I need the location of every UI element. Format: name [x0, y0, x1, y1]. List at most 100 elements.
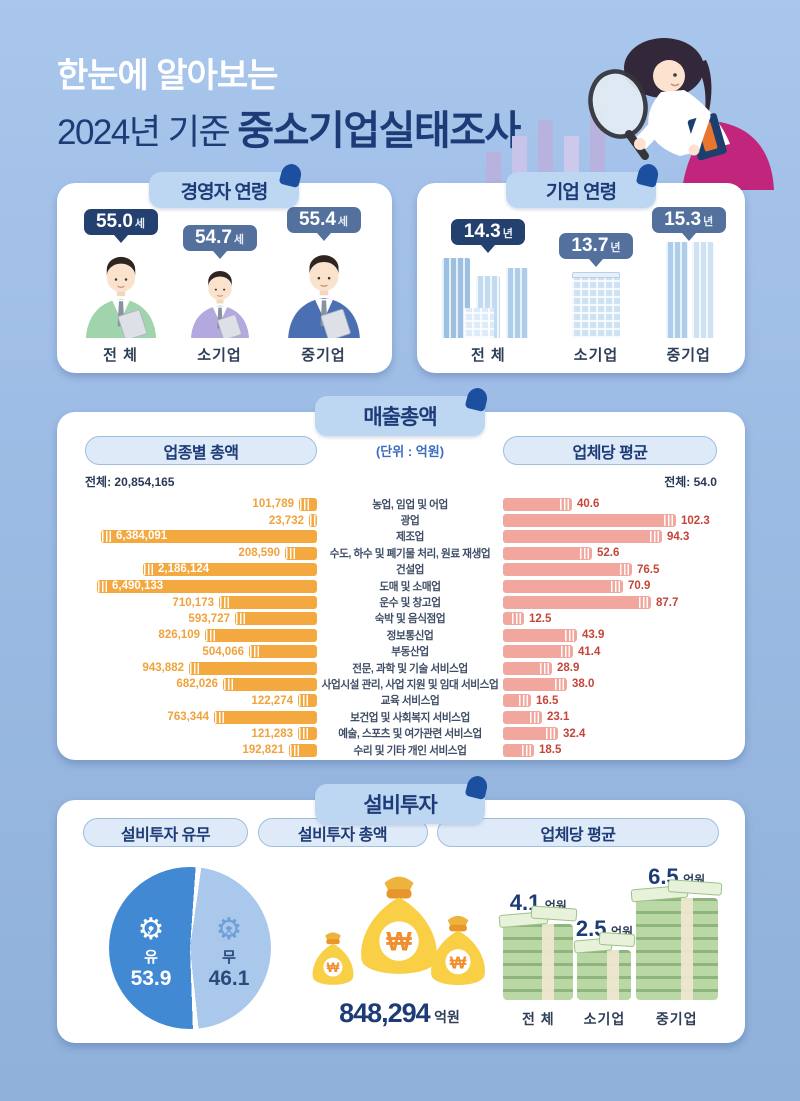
industry-total-cell: 593,727 [85, 612, 317, 626]
per-company-value: 43.9 [582, 629, 605, 642]
per-company-value: 41.4 [578, 645, 601, 658]
per-company-value: 76.5 [637, 563, 660, 576]
industry-label: 보건업 및 사회복지 서비스업 [350, 711, 470, 724]
callout-pointer [481, 245, 496, 253]
sales-row: 504,066 부동산업 41.4 [85, 644, 717, 660]
industry-total-bar [219, 596, 317, 610]
industry-total-bar [299, 497, 317, 511]
per-company-value: 12.5 [529, 612, 552, 625]
bar-tip-ridge-icon [512, 613, 523, 625]
value-callout: 15.3 년 [651, 207, 726, 233]
per-company-title: 업체당 평균 [503, 436, 717, 465]
money-bag-icon: ₩ [312, 932, 353, 985]
avg-card-small: 2.5 억원 소기업 [573, 916, 635, 1029]
bar-tip-ridge-icon [310, 515, 321, 527]
sales-row: 710,173 운수 및 창고업 87.7 [85, 594, 717, 610]
per-company-bar [503, 596, 651, 610]
bar-tip-ridge-icon [286, 547, 297, 559]
ceo-age-card-total: 55.0 세 전 체 [75, 207, 167, 365]
investment-panel: 설비투자 유무 설비투자 총액 업체당 평균 ⚙ ✓ 유 53.9 ⚙ ✕ 무 [57, 800, 745, 1043]
investment-yn-title: 설비투자 유무 [83, 818, 248, 847]
per-company-bar [503, 661, 552, 675]
industry-label: 운수 및 창고업 [379, 597, 441, 610]
fig-label: 전 체 [470, 347, 506, 364]
industry-total-cell: 6,384,091 [85, 530, 317, 544]
industry-total-value: 682,026 [176, 678, 218, 691]
per-company-cell: 87.7 [503, 596, 717, 610]
age-value: 14.3 [463, 221, 501, 242]
bar-tip-ridge-icon [565, 629, 576, 641]
age-value: 15.3 [664, 209, 702, 230]
industry-total-cell: 23,732 [85, 514, 321, 528]
industry-label: 교육 서비스업 [380, 695, 440, 708]
investment-header-label: 설비투자 [363, 794, 437, 817]
bar-tip-ridge-icon [299, 695, 310, 707]
industry-total-bar [285, 546, 317, 560]
per-company-value: 18.5 [539, 744, 562, 757]
industry-total-value: 101,789 [252, 498, 294, 511]
industry-label: 도매 및 소매업 [379, 580, 441, 593]
sales-row: 121,283 예술, 스포츠 및 여가관련 서비스업 32.4 [85, 725, 717, 741]
per-company-value: 38.0 [572, 678, 595, 691]
per-company-cell: 38.0 [503, 677, 717, 691]
industry-total-bar [214, 710, 317, 724]
avg-label: 전 체 [521, 1011, 555, 1027]
industry-total-cell: 208,590 [85, 546, 317, 560]
bar-tip-ridge-icon [546, 728, 557, 740]
value-callout: 14.3 년 [451, 219, 526, 245]
per-company-cell: 43.9 [503, 628, 717, 642]
bar-tip-ridge-icon [98, 580, 109, 592]
money-bag-icon: ₩ [430, 915, 485, 986]
age-unit: 년 [610, 242, 621, 254]
per-company-value: 94.3 [667, 530, 690, 543]
per-company-avg: 전체: 54.0 [664, 475, 717, 489]
fig-label: 소기업 [197, 347, 242, 364]
per-company-bar [503, 579, 623, 593]
industry-total-cell: 504,066 [85, 645, 317, 659]
bar-tip-ridge-icon [664, 515, 675, 527]
industry-total-value: 710,173 [172, 596, 214, 609]
industry-total-cell: 826,109 [85, 628, 317, 642]
title-survey-name: 중소기업실태조사 [237, 109, 521, 153]
bar-tip-ridge-icon [530, 711, 541, 723]
industry-total-value: 504,066 [202, 645, 244, 658]
age-unit: 년 [502, 228, 513, 240]
industry-total-bar: 6,384,091 [101, 530, 317, 544]
industry-total-title: 업종별 총액 [85, 436, 317, 465]
page-title-line1: 한눈에 알아보는 [57, 57, 278, 95]
industry-total-cell: 192,821 [85, 743, 317, 757]
bar-tip-ridge-icon [650, 531, 661, 543]
per-company-cell: 28.9 [503, 661, 717, 675]
per-company-bar [503, 497, 572, 511]
bar-tip-ridge-icon [144, 564, 155, 576]
avg-card-total: 4.1 억원 전 체 [498, 890, 578, 1029]
per-company-bar [503, 727, 558, 741]
industry-label: 예술, 스포츠 및 여가관련 서비스업 [338, 728, 482, 741]
bar-tip-ridge-icon [250, 646, 261, 658]
industry-total-bar [189, 661, 317, 675]
value-callout: 55.0 세 [83, 209, 158, 235]
age-unit: 세 [134, 218, 146, 230]
svg-text:₩: ₩ [449, 952, 466, 972]
industry-label: 농업, 임업 및 어업 [372, 498, 448, 511]
ribbon-icon [464, 773, 490, 801]
unit-note: (단위 : 억원) [375, 444, 445, 459]
gear-x-icon: ⚙ ✕ [215, 913, 243, 946]
per-company-bar [503, 645, 573, 659]
bar-tip-ridge-icon [639, 597, 650, 609]
bar-tip-ridge-icon [290, 744, 301, 756]
industry-total-value: 208,590 [238, 547, 280, 560]
bar-tip-ridge-icon [620, 564, 631, 576]
industry-total-sum: 전체: 20,854,165 [85, 475, 175, 489]
woman-figure [588, 38, 774, 190]
industry-total-cell: 763,344 [85, 710, 317, 724]
per-company-cell: 16.5 [503, 694, 717, 708]
bar-tip-ridge-icon [190, 662, 201, 674]
sales-row: 122,274 교육 서비스업 16.5 [85, 693, 717, 709]
per-company-bar [503, 694, 531, 708]
sales-row: 6,490,133 도매 및 소매업 70.9 [85, 578, 717, 594]
page-title-line2: 2024년 기준 중소기업실태조사 [57, 98, 521, 156]
pie-yes-segment-label: ⚙ ✓ 유 53.9 [115, 915, 187, 991]
yes-label: 유 [144, 949, 158, 966]
sales-row: 208,590 수도, 하수 및 폐기물 처리, 원료 재생업 52.6 [85, 545, 717, 561]
